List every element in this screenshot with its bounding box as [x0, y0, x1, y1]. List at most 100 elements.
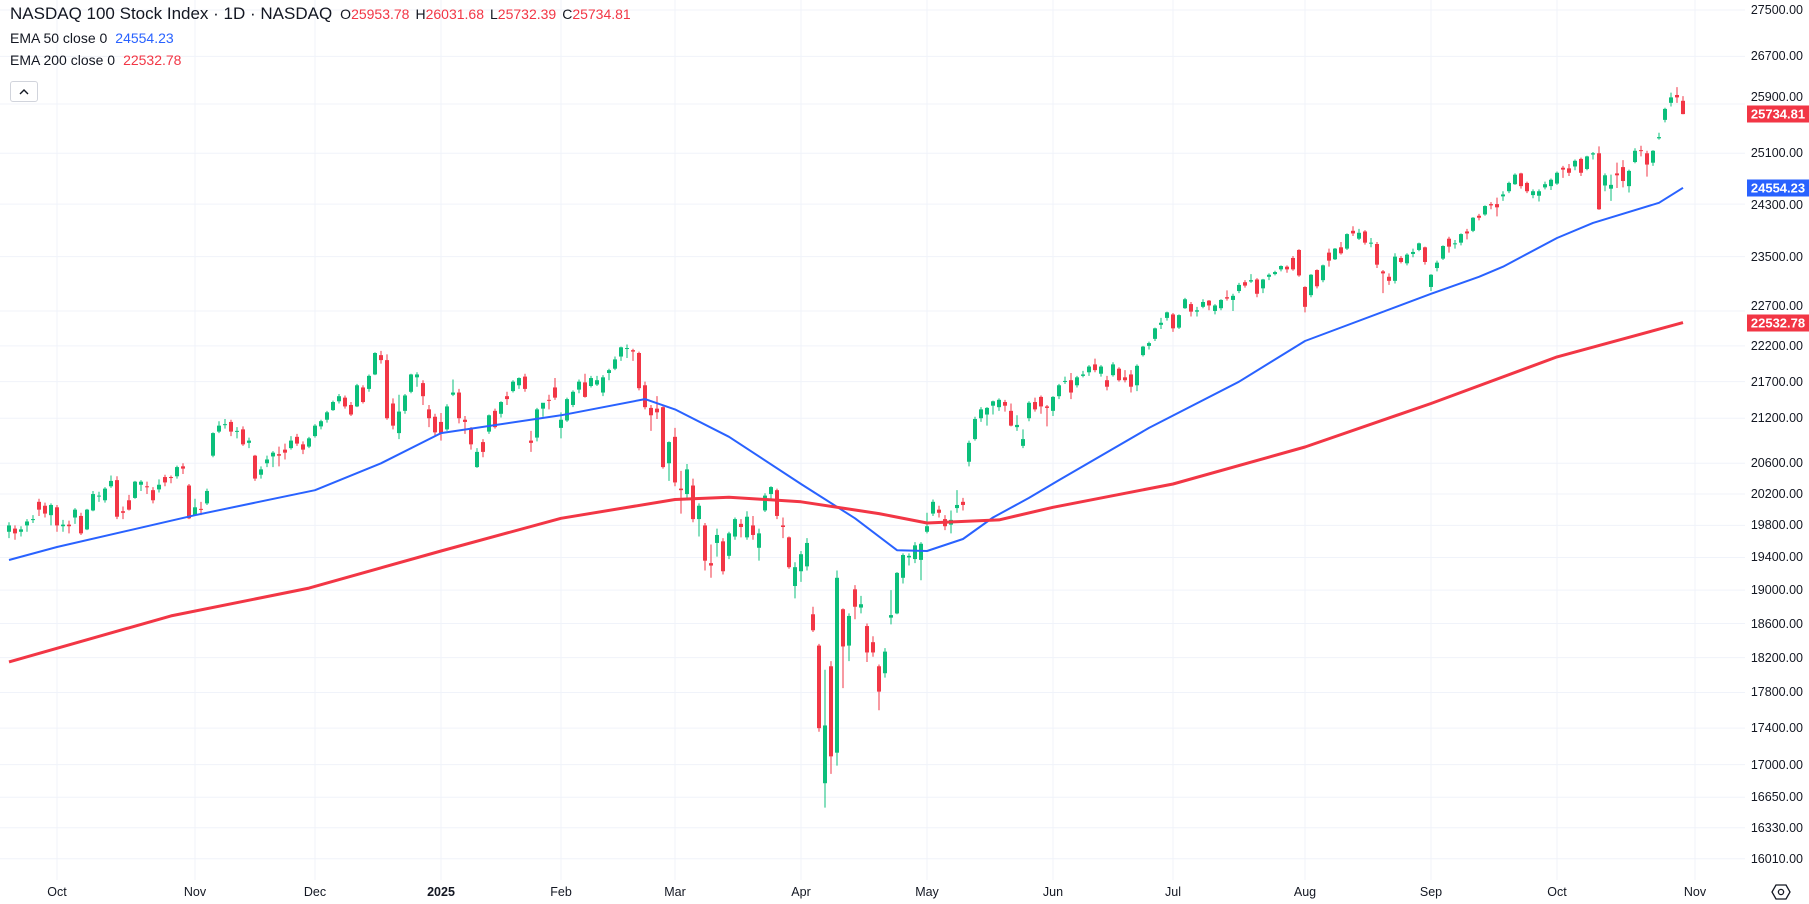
candle-body	[1183, 299, 1187, 309]
candle-body	[355, 385, 359, 407]
candle	[577, 379, 581, 394]
symbol-title[interactable]: NASDAQ 100 Stock Index · 1D · NASDAQ	[10, 4, 333, 23]
candle-body	[97, 495, 101, 497]
grid	[0, 0, 1745, 880]
candle-body	[1117, 368, 1121, 381]
chevron-up-icon	[19, 88, 29, 94]
candle-body	[631, 350, 635, 352]
candle	[571, 390, 575, 408]
candle	[355, 383, 359, 408]
candle-body	[997, 399, 1001, 408]
candle-body	[1075, 377, 1079, 386]
candle-body	[229, 421, 233, 432]
time-tick-label: Mar	[664, 885, 686, 899]
candle-body	[109, 480, 113, 487]
candle-body	[679, 488, 683, 491]
candle-body	[367, 375, 371, 389]
candle-body	[1489, 204, 1493, 206]
candle	[1633, 148, 1637, 164]
candle	[559, 412, 563, 439]
candle-body	[139, 481, 143, 485]
candle-body	[1303, 286, 1307, 307]
candle	[1099, 365, 1103, 377]
gear-icon[interactable]	[1771, 883, 1791, 901]
candle-body	[1033, 402, 1037, 410]
candle-body	[1093, 364, 1097, 371]
price-tick-label: 17400.00	[1750, 721, 1803, 736]
candle	[535, 407, 539, 442]
candle-body	[517, 378, 521, 386]
time-tick-label: Nov	[1683, 885, 1707, 899]
candle-body	[1003, 402, 1007, 406]
candle	[1009, 403, 1013, 427]
candle	[613, 356, 617, 371]
candle-body	[1087, 366, 1091, 373]
candle-body	[1429, 274, 1433, 287]
candle	[391, 398, 395, 430]
candle-body	[79, 515, 83, 534]
candle-body	[73, 509, 77, 518]
price-tick-label: 18200.00	[1750, 650, 1803, 665]
candle-body	[1255, 279, 1259, 294]
candle	[403, 393, 407, 414]
candle-body	[1057, 385, 1061, 397]
candle-body	[1411, 251, 1415, 254]
candle-body	[457, 392, 461, 419]
candle-body	[841, 609, 845, 647]
candle	[385, 354, 389, 420]
candle-body	[43, 505, 47, 514]
candle	[1087, 365, 1091, 376]
candle-body	[1231, 295, 1235, 300]
candle	[649, 404, 653, 431]
candle-body	[187, 485, 191, 519]
candle	[241, 426, 245, 446]
indicator-ema200[interactable]: EMA 200 close 0 22532.78	[10, 52, 637, 68]
candle-body	[133, 481, 137, 498]
candle-body	[757, 533, 761, 548]
candle	[841, 608, 845, 689]
candle	[1051, 396, 1055, 417]
candle-body	[913, 545, 917, 560]
candle-body	[805, 542, 809, 567]
candle	[547, 394, 551, 410]
candle-body	[313, 425, 317, 437]
candle-body	[979, 409, 983, 419]
candle-body	[649, 407, 653, 416]
candle	[1027, 401, 1031, 422]
candle	[133, 480, 137, 499]
candle	[1219, 299, 1223, 311]
candle	[1045, 404, 1049, 427]
candle	[685, 464, 689, 498]
candle-body	[541, 402, 545, 409]
candle-body	[1609, 184, 1613, 189]
price-tick-label: 24300.00	[1750, 197, 1803, 212]
candle-body	[1495, 204, 1499, 208]
candle	[289, 436, 293, 450]
candle-body	[1309, 274, 1313, 296]
candle-body	[937, 509, 941, 513]
price-chart[interactable]	[0, 0, 1745, 880]
candle	[127, 494, 131, 511]
candle	[457, 388, 461, 424]
price-tick-label: 19800.00	[1750, 518, 1803, 533]
candle-body	[901, 555, 905, 578]
candle	[517, 377, 521, 389]
candle	[937, 505, 941, 518]
candle-body	[391, 403, 395, 426]
candle-body	[91, 494, 95, 511]
candle	[859, 595, 863, 614]
candle-body	[1501, 194, 1505, 197]
candle	[973, 416, 977, 441]
candle	[1501, 191, 1505, 201]
candle	[91, 490, 95, 512]
candle-body	[349, 404, 353, 415]
candle-body	[691, 485, 695, 520]
price-tick-label: 17000.00	[1750, 757, 1803, 772]
candle	[169, 475, 173, 484]
candle	[589, 375, 593, 388]
indicator-ema50[interactable]: EMA 50 close 0 24554.23	[10, 30, 637, 46]
candle	[1309, 274, 1313, 298]
price-tick-label: 27500.00	[1750, 3, 1803, 17]
collapse-legend-button[interactable]	[10, 81, 38, 102]
candle-body	[931, 501, 935, 514]
